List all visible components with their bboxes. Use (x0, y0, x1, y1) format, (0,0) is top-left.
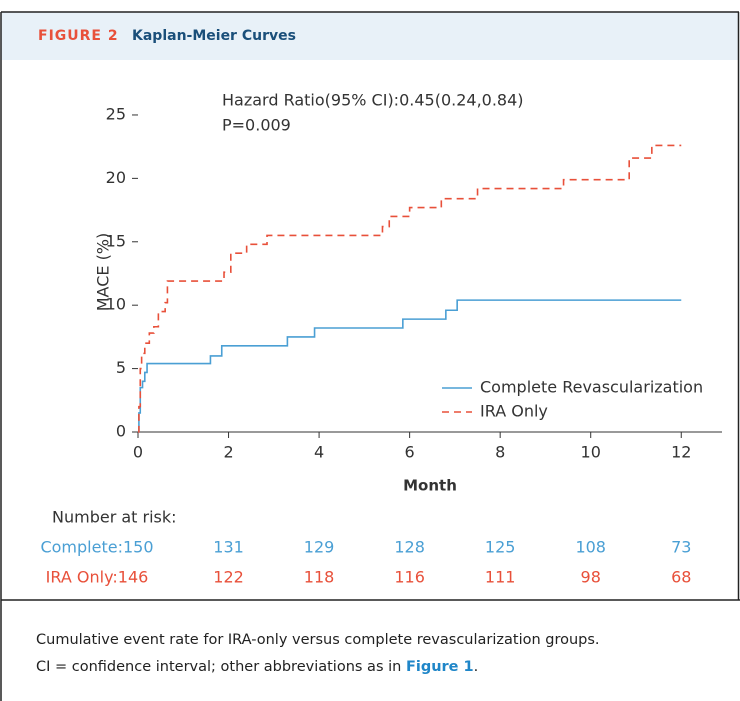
header-band (1, 12, 738, 60)
risk-count: 116 (394, 568, 425, 587)
risk-count: 98 (581, 568, 601, 587)
x-tick-label: 8 (495, 443, 505, 462)
y-tick-label: 0 (116, 422, 126, 441)
x-tick-label: 2 (223, 443, 233, 462)
y-tick-label: 15 (106, 231, 126, 250)
risk-count: 68 (671, 568, 691, 587)
risk-count: 73 (671, 538, 691, 557)
risk-count: 129 (304, 538, 335, 557)
x-tick-label: 6 (405, 443, 415, 462)
y-axis-label: MACE (%) (94, 233, 113, 312)
risk-title: Number at risk: (52, 508, 177, 527)
x-tick-label: 10 (581, 443, 601, 462)
y-tick-label: 10 (106, 295, 126, 314)
km-curve (138, 299, 682, 433)
risk-count: 125 (485, 538, 516, 557)
km-curve (138, 144, 682, 433)
risk-count: 118 (304, 568, 335, 587)
figure-link[interactable]: Figure 1 (405, 659, 474, 675)
risk-count: 122 (213, 568, 244, 587)
y-tick-label: 20 (106, 168, 126, 187)
y-tick-label: 5 (116, 358, 126, 377)
risk-row-label: Complete:150 (40, 538, 153, 557)
x-axis-label: Month (403, 477, 457, 495)
figure-label: FIGURE 2 (38, 28, 119, 44)
caption-line: Cumulative event rate for IRA-only versu… (36, 632, 600, 648)
figure-title: Kaplan-Meier Curves (132, 28, 296, 44)
x-tick-label: 12 (671, 443, 691, 462)
annotation: Hazard Ratio(95% CI):0.45(0.24,0.84) (222, 91, 524, 110)
caption-line: CI = confidence interval; other abbrevia… (36, 659, 478, 675)
legend-label: Complete Revascularization (480, 378, 703, 397)
caption-text: CI = confidence interval; other abbrevia… (36, 659, 406, 675)
x-tick-label: 4 (314, 443, 324, 462)
annotation: P=0.009 (222, 116, 291, 135)
risk-count: 128 (394, 538, 425, 557)
y-tick-label: 25 (106, 104, 126, 123)
risk-count: 131 (213, 538, 244, 557)
x-tick-label: 0 (133, 443, 143, 462)
legend-label: IRA Only (480, 402, 548, 421)
risk-count: 111 (485, 568, 516, 587)
caption-text: . (473, 659, 479, 675)
risk-row-label: IRA Only:146 (46, 568, 149, 587)
risk-count: 108 (575, 538, 606, 557)
